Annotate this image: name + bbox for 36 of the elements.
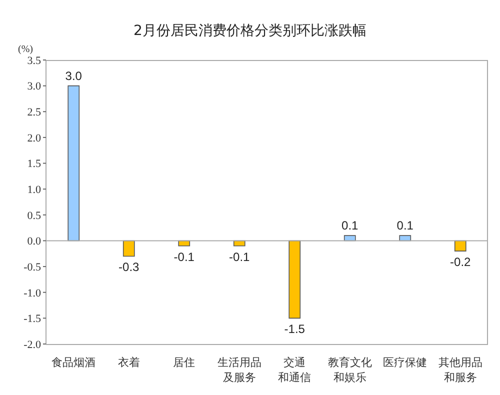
y-axis-title: (%) <box>18 44 33 55</box>
y-tick-label: 1.5 <box>27 158 42 170</box>
y-tick-label: 0.5 <box>27 210 42 222</box>
y-tick-label: -2.0 <box>24 338 42 351</box>
chart-title: 2月份居民消费价格分类别环比涨跌幅 <box>132 22 368 40</box>
y-tick-label: -1.0 <box>24 287 42 300</box>
x-tick-label: 教育文化和娱乐 <box>328 356 372 384</box>
y-tick-label: 1.0 <box>27 184 42 196</box>
x-tick-label: 其他用品和服务 <box>438 356 482 384</box>
x-tick-label: 居住 <box>173 356 196 369</box>
data-label: -0.3 <box>118 260 140 274</box>
data-label: 3.0 <box>65 68 82 83</box>
bar <box>288 240 301 319</box>
y-tick-label: 2.0 <box>27 132 42 144</box>
data-label: -1.5 <box>284 322 306 336</box>
data-label: 0.1 <box>396 218 414 233</box>
data-label: -0.1 <box>229 250 250 264</box>
bar <box>233 240 246 246</box>
data-label: -0.1 <box>174 250 195 264</box>
bar <box>454 240 466 252</box>
y-tick-label: 2.5 <box>27 106 42 119</box>
data-label: -0.2 <box>450 255 472 270</box>
y-tick-label: 3.5 <box>27 54 42 67</box>
y-tick-label: 3.0 <box>27 80 42 93</box>
y-tick-label: -0.5 <box>24 261 42 274</box>
y-tick-label: -1.5 <box>24 313 42 326</box>
y-tick-label: 0.0 <box>27 236 42 248</box>
x-tick-label: 生活用品及服务 <box>217 356 262 384</box>
x-tick-label: 衣着 <box>118 356 140 369</box>
x-tick-label: 交通和通信 <box>278 356 312 384</box>
x-tick-label: 食品烟酒 <box>52 356 96 369</box>
data-label: 0.1 <box>342 218 359 233</box>
bar <box>122 240 135 257</box>
bar <box>178 240 190 246</box>
x-tick-label: 医疗保健 <box>383 356 428 369</box>
bar <box>68 85 80 242</box>
